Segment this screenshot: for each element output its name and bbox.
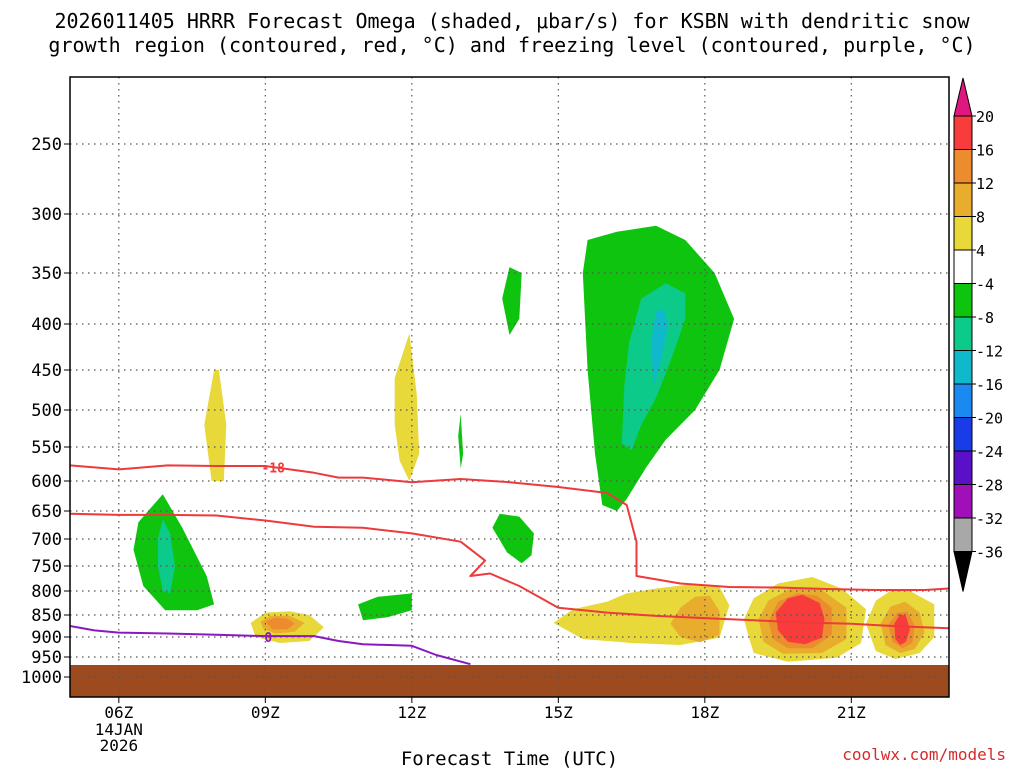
omega-region	[204, 370, 227, 481]
omega-region	[116, 200, 131, 289]
omega-region	[133, 494, 215, 611]
colorbar-label: -16	[976, 376, 1003, 394]
omega-region	[458, 413, 464, 469]
colorbar-segment	[953, 484, 973, 519]
x-tick-label: 15Z	[544, 703, 573, 722]
colorbar-label: -4	[976, 276, 994, 294]
plot-area: -18 0	[70, 77, 949, 697]
x-tick-label: 21Z	[837, 703, 866, 722]
colorbar-segment	[953, 350, 973, 385]
colorbar-segment	[953, 383, 973, 418]
dgz-contour	[70, 512, 949, 630]
x-date-label: 2026	[100, 736, 139, 755]
y-tick-label: 400	[31, 315, 62, 335]
colorbar-label: -36	[976, 544, 1003, 562]
omega-region	[502, 267, 522, 335]
colorbar-label: 16	[976, 142, 994, 160]
colorbar-label: -12	[976, 343, 1003, 361]
y-tick-label: 850	[31, 606, 62, 626]
terrain-below-ground	[70, 665, 949, 697]
y-tick-label: 900	[31, 628, 62, 648]
colorbar-label: 4	[976, 242, 985, 260]
omega-region	[778, 83, 810, 147]
colorbar-segment	[953, 77, 973, 117]
y-tick-label: 750	[31, 557, 62, 577]
colorbar-segment	[953, 283, 973, 318]
y-tick-label: 550	[31, 438, 62, 458]
colorbar-label: -24	[976, 443, 1003, 461]
colorbar-segment	[953, 417, 973, 452]
colorbar-segment	[953, 450, 973, 485]
freezing-level-contour	[70, 625, 471, 666]
dgz-contour	[70, 464, 949, 591]
y-tick-label: 650	[31, 502, 62, 522]
y-tick-label: 350	[31, 264, 62, 284]
plot-frame	[69, 76, 950, 698]
dgz-contour-label: -18	[261, 461, 285, 476]
y-tick-label: 950	[31, 648, 62, 668]
omega-region	[265, 617, 295, 630]
colorbar-segment	[953, 182, 973, 217]
colorbar-label: 20	[976, 108, 994, 126]
x-date-label: 14JAN	[95, 720, 143, 739]
x-tick-label: 12Z	[397, 703, 426, 722]
omega-region	[651, 308, 669, 386]
omega-region	[775, 594, 825, 645]
omega-region	[70, 644, 217, 662]
colorbar-segment	[953, 149, 973, 184]
colorbar-segment	[953, 216, 973, 251]
y-tick-label: 450	[31, 361, 62, 381]
colorbar-segment	[953, 517, 973, 552]
omega-region	[443, 181, 464, 259]
colorbar-label: -20	[976, 410, 1003, 428]
colorbar-segment	[953, 249, 973, 284]
colorbar-segment	[953, 115, 973, 150]
omega-region	[670, 595, 720, 643]
chart-title-line2: growth region (contoured, red, °C) and f…	[48, 33, 976, 57]
omega-region	[880, 216, 915, 282]
y-tick-label: 800	[31, 582, 62, 602]
y-tick-label: 600	[31, 472, 62, 492]
colorbar-segment	[953, 551, 973, 592]
y-tick-label: 250	[31, 135, 62, 155]
y-tick-label: 500	[31, 401, 62, 421]
y-tick-label: 700	[31, 530, 62, 550]
source-credit[interactable]: coolwx.com/models	[842, 745, 1006, 764]
x-tick-label: 18Z	[690, 703, 719, 722]
x-tick-label: 09Z	[251, 703, 280, 722]
colorbar-label: -8	[976, 309, 994, 327]
colorbar-label: 12	[976, 175, 994, 193]
colorbar-label: -32	[976, 510, 1003, 528]
colorbar-label: 8	[976, 209, 985, 227]
omega-region	[492, 513, 534, 564]
x-axis-title: Forecast Time (UTC)	[401, 748, 618, 768]
omega-region	[358, 593, 412, 621]
y-tick-label: 300	[31, 205, 62, 225]
x-tick-label: 06Z	[104, 703, 133, 722]
freezing-level-label: 0	[264, 631, 272, 646]
colorbar-label: -28	[976, 477, 1003, 495]
colorbar-segment	[953, 316, 973, 351]
omega-region	[182, 293, 266, 496]
omega-region	[157, 519, 175, 594]
y-tick-label: 1000	[21, 668, 62, 688]
omega-region	[607, 81, 764, 179]
chart-title-line1: 2026011405 HRRR Forecast Omega (shaded, …	[54, 9, 970, 33]
